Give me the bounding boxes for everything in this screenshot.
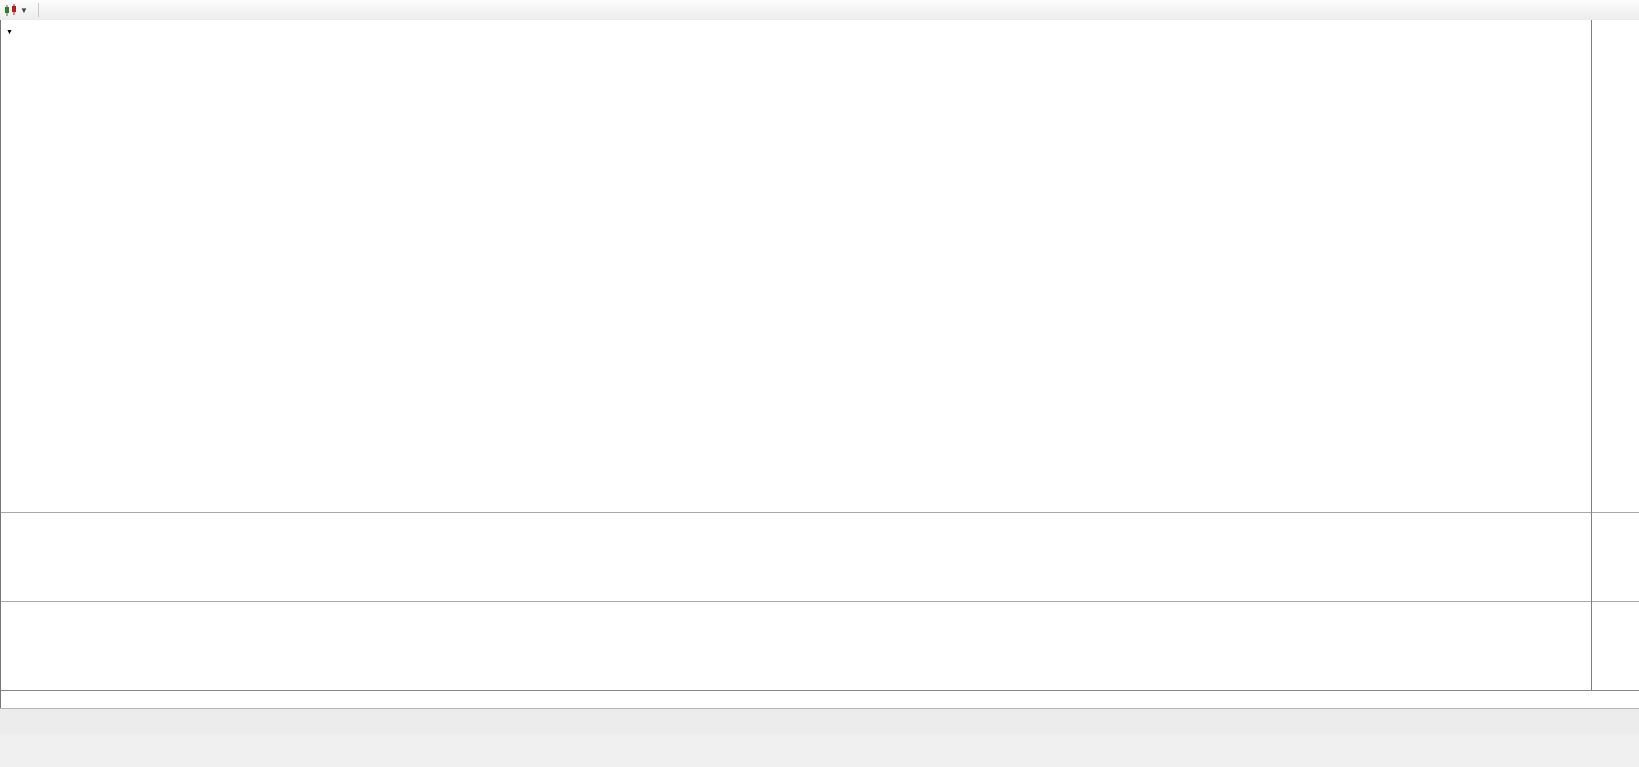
tab-bar — [0, 708, 1639, 734]
pane-separator[interactable] — [1, 601, 1639, 604]
axis-border — [1591, 20, 1592, 690]
rsi-canvas[interactable] — [1, 514, 1591, 601]
toolbar-separator — [37, 3, 39, 17]
price-chart-canvas[interactable] — [1, 20, 1591, 512]
chart-type-dropdown-caret[interactable]: ▼ — [20, 5, 28, 15]
price-pane: ▼ — [1, 20, 1639, 512]
chart-area: ▼ — [0, 20, 1639, 709]
toolbar: ▼ — [0, 0, 1639, 21]
collapse-triangle-icon[interactable]: ▼ — [6, 29, 13, 36]
chart-ohlc-header: ▼ — [6, 26, 43, 38]
chart-type-icon[interactable] — [4, 3, 18, 17]
pane-separator[interactable] — [1, 512, 1639, 515]
macd-pane — [1, 603, 1639, 690]
x-axis — [1, 690, 1639, 709]
rsi-pane — [1, 514, 1639, 601]
macd-canvas[interactable] — [1, 603, 1591, 690]
